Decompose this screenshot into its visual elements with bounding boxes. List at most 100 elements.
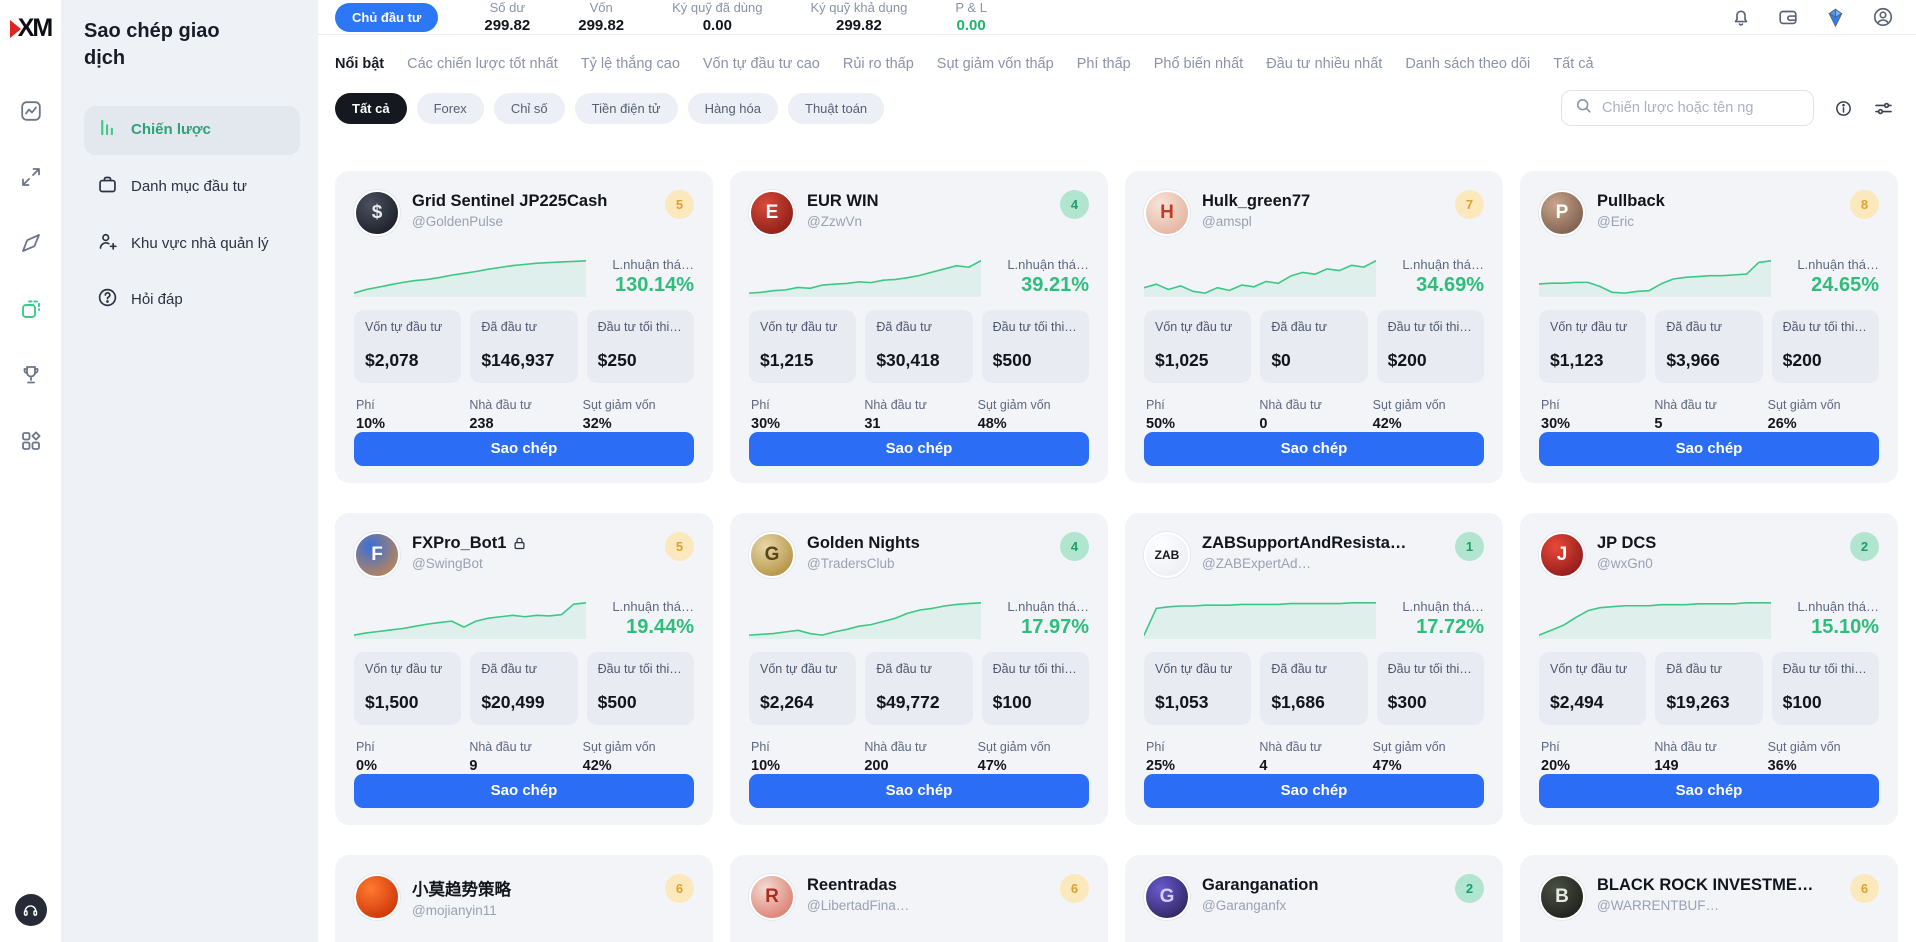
copy-button[interactable]: Sao chép: [1539, 431, 1879, 466]
strategy-name[interactable]: EUR WIN: [807, 192, 879, 210]
account-type-badge[interactable]: Chủ đầu tư: [335, 2, 439, 32]
copy-button[interactable]: Sao chép: [1539, 773, 1879, 808]
min-invest-box: Đầu tư tối thiểu $300: [1376, 651, 1484, 725]
own-funds-value: $1,123: [1550, 349, 1604, 370]
question-icon: [97, 287, 118, 314]
filter-tab[interactable]: Đầu tư nhiều nhất: [1266, 56, 1383, 72]
filter-tab[interactable]: Tất cả: [1553, 56, 1594, 72]
strategy-name[interactable]: Reentradas: [807, 876, 897, 894]
filter-tab[interactable]: Vốn tự đầu tư cao: [702, 56, 820, 72]
rail-transfers-icon[interactable]: [11, 157, 51, 197]
copy-button[interactable]: Sao chép: [749, 773, 1089, 808]
sidebar-item-strategies[interactable]: Chiến lược: [84, 106, 300, 155]
rail-copy-trading-icon[interactable]: [11, 289, 51, 329]
info-icon[interactable]: [1834, 99, 1853, 118]
invested-value: $3,966: [1666, 349, 1720, 370]
sidebar-item-label: Khu vực nhà quản lý: [131, 234, 269, 252]
min-invest-box: Đầu tư tối thiểu $500: [981, 309, 1089, 383]
investors-value: 0: [1259, 415, 1268, 432]
gem-premium-icon[interactable]: [1824, 6, 1847, 29]
card-header: $ Grid Sentinel JP225Cash @GoldenPulse 5: [354, 190, 694, 236]
copy-button[interactable]: Sao chép: [749, 431, 1089, 466]
risk-badge: 6: [665, 874, 694, 903]
drawdown-stat: Sụt giảm vốn 32%: [581, 398, 694, 432]
drawdown-value: 47%: [977, 757, 1007, 774]
account-stat: Vốn 299.82: [578, 0, 625, 34]
sidebar: Sao chép giao dịch Chiến lược Danh mục đ…: [62, 0, 318, 942]
strategy-name[interactable]: Hulk_green77: [1202, 192, 1311, 210]
wallet-icon[interactable]: [1777, 6, 1799, 28]
sidebar-item-portfolio[interactable]: Danh mục đầu tư: [84, 163, 300, 212]
strategy-name[interactable]: Garanganation: [1202, 876, 1319, 894]
filter-tab[interactable]: Danh sách theo dõi: [1405, 56, 1531, 72]
performance-sparkline: [749, 595, 981, 639]
filter-tab[interactable]: Phổ biến nhất: [1153, 56, 1244, 72]
strategy-name[interactable]: JP DCS: [1597, 534, 1657, 552]
return-value: 39.21%: [1021, 273, 1089, 296]
copy-button[interactable]: Sao chép: [1144, 773, 1484, 808]
category-chip[interactable]: Thuật toán: [788, 92, 885, 124]
own-funds-value: $1,025: [1155, 349, 1209, 370]
drawdown-stat: Sụt giảm vốn 48%: [976, 398, 1089, 432]
account-stat: Số dư 299.82: [484, 0, 531, 34]
category-chip[interactable]: Tất cả: [335, 92, 407, 124]
sidebar-item-manager-area[interactable]: Khu vực nhà quản lý: [84, 220, 300, 269]
invested-box: Đã đầu tư $146,937: [470, 309, 578, 383]
fee-value: 10%: [356, 415, 386, 432]
rail-markets-chart-icon[interactable]: [11, 91, 51, 131]
filter-tab[interactable]: Các chiến lược tốt nhất: [407, 56, 558, 72]
category-chip[interactable]: Hàng hóa: [687, 92, 778, 124]
xm-logo-wedge: [9, 19, 21, 38]
xm-logo-text: XM: [17, 14, 53, 42]
own-funds-box: Vốn tự đầu tư $1,025: [1144, 309, 1252, 383]
category-chip[interactable]: Chỉ số: [493, 92, 565, 124]
filter-tab[interactable]: Sụt giảm vốn thấp: [936, 56, 1054, 72]
strategy-avatar: P: [1539, 190, 1585, 236]
return-value: 24.65%: [1811, 273, 1879, 296]
strategy-name[interactable]: 小莫趋势策略: [412, 881, 511, 899]
support-headset-icon[interactable]: [14, 894, 47, 926]
profile-avatar-icon[interactable]: [1872, 6, 1894, 28]
filter-tab[interactable]: Phí thấp: [1076, 56, 1131, 72]
strategy-avatar: [354, 874, 400, 920]
filter-tab[interactable]: Nổi bật: [335, 56, 385, 72]
invested-box: Đã đầu tư $19,263: [1655, 651, 1763, 725]
filter-tab[interactable]: Tỷ lệ thắng cao: [580, 56, 680, 72]
card-header: H Hulk_green77 @amspl 7: [1144, 190, 1484, 236]
return-label: L.nhuận thá…: [1007, 598, 1089, 614]
drawdown-stat: Sụt giảm vốn 36%: [1766, 740, 1879, 774]
strategy-name[interactable]: Pullback: [1597, 192, 1665, 210]
own-funds-value: $1,500: [365, 691, 419, 712]
own-funds-value: $2,078: [365, 349, 419, 370]
investors-stat: Nhà đầu tư 238: [467, 398, 580, 432]
strategy-name[interactable]: Grid Sentinel JP225Cash: [412, 192, 608, 210]
return-value: 17.97%: [1021, 615, 1089, 638]
copy-button[interactable]: Sao chép: [354, 431, 694, 466]
search-input[interactable]: [1602, 100, 1801, 116]
rail-apps-grid-icon[interactable]: [11, 421, 51, 461]
filters-sliders-icon[interactable]: [1873, 98, 1894, 119]
strategy-handle: @Eric: [1597, 214, 1634, 229]
filter-tab[interactable]: Rủi ro thấp: [842, 56, 914, 72]
notifications-bell-icon[interactable]: [1730, 6, 1752, 28]
strategy-card: ZAB ZABSupportAndResista… @ZABExpertAd… …: [1125, 513, 1503, 825]
person-add-icon: [97, 231, 118, 258]
rail-compass-icon[interactable]: [11, 223, 51, 263]
copy-button[interactable]: Sao chép: [354, 773, 694, 808]
strategy-name[interactable]: ZABSupportAndResista…: [1202, 534, 1407, 552]
investors-value: 238: [469, 415, 494, 432]
risk-badge: 7: [1455, 190, 1484, 219]
strategy-name[interactable]: Golden Nights: [807, 534, 920, 552]
strategy-handle: @ZzwVn: [807, 214, 862, 229]
strategy-name[interactable]: FXPro_Bot1: [412, 534, 657, 553]
strategy-grid: $ Grid Sentinel JP225Cash @GoldenPulse 5…: [318, 126, 1916, 942]
search-box[interactable]: [1561, 90, 1814, 126]
category-chip[interactable]: Forex: [416, 92, 484, 124]
return-value: 15.10%: [1811, 615, 1879, 638]
copy-button[interactable]: Sao chép: [1144, 431, 1484, 466]
rail-competitions-trophy-icon[interactable]: [11, 355, 51, 395]
strategy-name[interactable]: BLACK ROCK INVESTME…: [1597, 876, 1814, 894]
fee-stat: Phí 0%: [354, 740, 467, 774]
category-chip[interactable]: Tiền điện tử: [574, 92, 678, 124]
sidebar-item-faq[interactable]: Hỏi đáp: [84, 276, 300, 325]
